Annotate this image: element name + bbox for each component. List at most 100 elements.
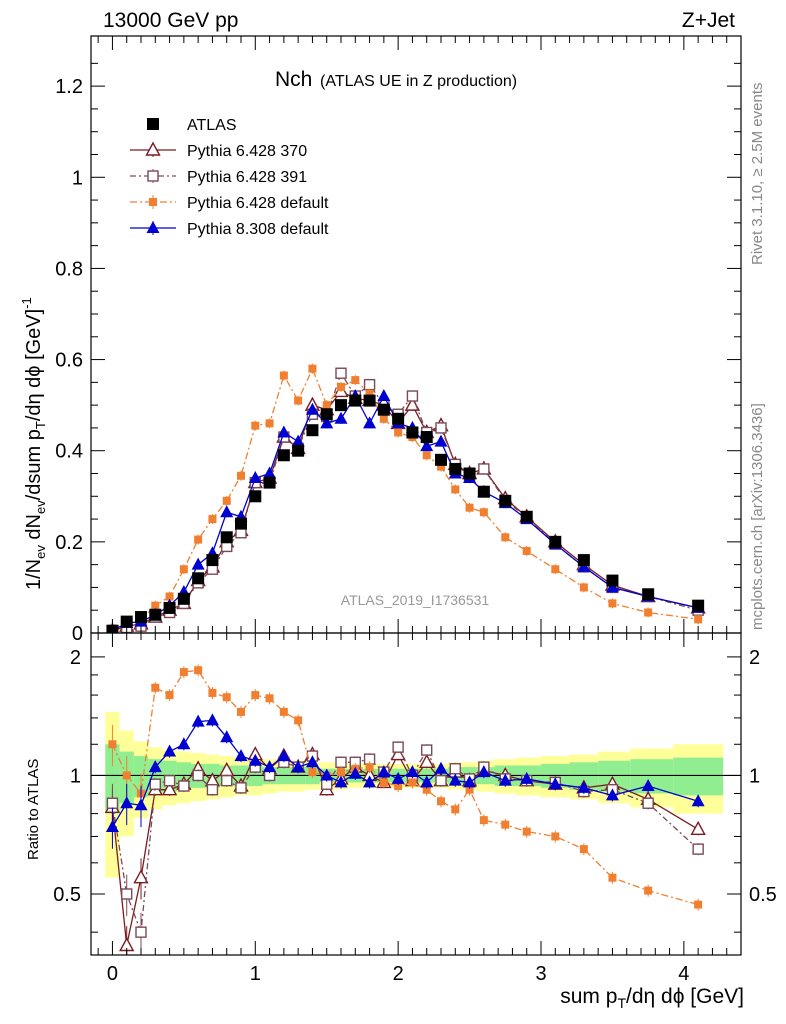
data-point [151, 601, 160, 610]
data-point [320, 416, 334, 429]
ratio-point [465, 785, 474, 794]
data-point [191, 557, 205, 570]
data-point [608, 599, 617, 608]
data-point [437, 462, 445, 471]
ratio-point [463, 775, 477, 788]
ratio-point [641, 779, 655, 792]
data-point [363, 416, 377, 429]
y-tick-label: 0.2 [55, 532, 83, 554]
header-process: Z+Jet [682, 9, 735, 32]
data-point [337, 382, 345, 391]
y-tick-label: 0.6 [55, 350, 83, 372]
data-point [451, 485, 460, 494]
ratio-point [106, 797, 119, 809]
data-point [422, 451, 431, 460]
y-axis-title: 1/Nev dNev/dsum pT/dη dϕ [GeV]-1 [19, 297, 48, 590]
data-point [279, 371, 288, 380]
ratio-point [422, 785, 431, 794]
x-tick-label: 4 [678, 963, 689, 985]
data-point [406, 390, 419, 402]
data-point [363, 394, 376, 407]
series-line [112, 371, 699, 632]
data-point [220, 505, 234, 518]
ratio-point [165, 691, 174, 700]
ratio-point [577, 780, 591, 793]
data-point [549, 535, 562, 548]
ratio-point [690, 820, 706, 835]
ratio-point [220, 730, 234, 743]
ratio-line [111, 719, 699, 828]
ratio-line [111, 745, 699, 933]
ratio-point [363, 775, 377, 788]
data-point [120, 615, 133, 628]
ratio-point [644, 886, 653, 895]
legend-label: Pythia 6.428 default [187, 195, 329, 212]
x-axis-title: sum pT/dη dϕ [GeV] [560, 985, 744, 1011]
data-point [394, 428, 403, 437]
ratio-point [320, 768, 334, 781]
ratio-point [449, 763, 461, 775]
data-point [551, 565, 560, 574]
data-point [334, 411, 348, 424]
ratio-point [120, 796, 134, 809]
ratio-point [691, 794, 705, 807]
data-point [477, 485, 490, 498]
data-point [165, 592, 174, 601]
data-point [263, 466, 277, 479]
data-point [435, 422, 447, 434]
analysis-label: ATLAS_2019_I1736531 [341, 592, 490, 608]
ratio-point [291, 760, 305, 773]
legend-marker [147, 170, 159, 182]
ratio-point [334, 775, 348, 788]
y-tick-label: 0.4 [55, 441, 83, 463]
data-point [365, 389, 374, 398]
ratio-point [437, 797, 445, 806]
svg-text:1/Nev dNev/dsum pT/dη dϕ [GeV]: 1/Nev dNev/dsum pT/dη dϕ [GeV]-1 [19, 297, 48, 590]
ratio-point [548, 777, 562, 790]
ratio-point [279, 707, 288, 716]
ratio-point [222, 693, 231, 702]
data-point [335, 367, 347, 379]
ratio-point [694, 900, 703, 909]
ratio-point [394, 782, 403, 791]
ratio-point [163, 744, 177, 757]
plot-title: Nch [275, 68, 312, 91]
y-tick-label: 1 [72, 167, 83, 189]
legend-label: ATLAS [187, 117, 237, 134]
data-point [135, 611, 147, 624]
ratio-point [163, 774, 176, 787]
data-point [265, 419, 274, 428]
data-point [237, 471, 245, 480]
data-point [248, 471, 262, 484]
data-point [222, 496, 231, 505]
plot-subtitle: (ATLAS UE in Z production) [320, 73, 517, 90]
ratio-point [121, 888, 133, 900]
ratio-point [391, 771, 405, 784]
ratio-point [421, 744, 433, 756]
ratio-point [237, 707, 245, 716]
main-series-layer [106, 363, 706, 633]
ratio-point [133, 869, 149, 884]
ratio-point [108, 740, 117, 749]
rivet-version: Rivet 3.1.10, ≥ 2.5M events [749, 83, 766, 266]
green-band-bin [105, 744, 120, 814]
ratio-point [105, 819, 119, 832]
ratio-point [520, 771, 534, 784]
ratio-point [277, 749, 291, 762]
data-point [306, 424, 319, 437]
ratio-point [337, 768, 345, 777]
ratio-point [235, 782, 247, 794]
ratio-point [335, 756, 347, 768]
data-point [420, 431, 433, 444]
series-line [112, 367, 699, 629]
ratio-point [179, 668, 188, 677]
data-point [520, 510, 533, 523]
data-point [235, 517, 247, 530]
legend-label: Pythia 6.428 391 [187, 169, 307, 186]
data-point [377, 403, 390, 416]
ratio-point [208, 688, 217, 697]
data-point [163, 601, 176, 614]
ratio-point [408, 778, 417, 787]
ratio-point [498, 773, 512, 786]
